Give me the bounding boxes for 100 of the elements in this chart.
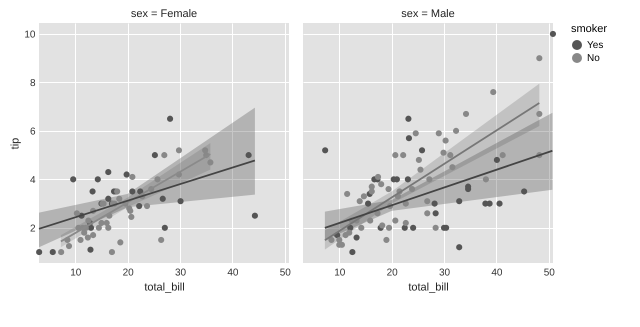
point (386, 224, 392, 231)
point (456, 244, 462, 250)
point (77, 236, 84, 244)
point (94, 176, 101, 182)
point (452, 128, 460, 134)
point (374, 174, 382, 180)
x-axis-title: total_bill (144, 282, 185, 294)
point (166, 116, 174, 122)
point (70, 176, 76, 182)
point (456, 198, 462, 204)
point (116, 196, 122, 202)
point (410, 224, 416, 231)
point (449, 164, 456, 170)
point (500, 152, 506, 158)
point (177, 198, 184, 204)
point (50, 249, 56, 256)
point (447, 152, 454, 158)
point (405, 116, 412, 122)
y-tick-label: 8 (30, 78, 36, 89)
point (550, 30, 556, 37)
point (432, 224, 439, 231)
point (353, 234, 360, 241)
y-axis-title: tip (9, 138, 22, 150)
point (104, 220, 110, 226)
point (379, 222, 386, 228)
point (400, 152, 406, 158)
point (328, 236, 335, 244)
point (105, 224, 112, 231)
point (129, 174, 136, 180)
point (424, 198, 430, 204)
point (36, 249, 42, 256)
point (105, 196, 112, 202)
point (418, 147, 426, 154)
point (412, 130, 419, 136)
point (128, 214, 134, 220)
point (416, 156, 422, 164)
point (137, 188, 144, 195)
point (154, 176, 161, 182)
point (74, 210, 80, 216)
point (436, 130, 442, 136)
point (85, 218, 92, 224)
point (246, 152, 252, 158)
point (124, 171, 130, 178)
point (346, 230, 352, 236)
point (66, 242, 72, 250)
x-tick-label: 30 (174, 268, 187, 278)
point (536, 55, 542, 62)
y-tick-label: 4 (30, 174, 36, 186)
point (136, 202, 142, 210)
point (252, 212, 258, 219)
point (521, 188, 528, 195)
point (440, 150, 447, 156)
point (496, 200, 503, 207)
point (368, 188, 375, 195)
x-tick-label: 50 (280, 268, 292, 278)
point (105, 169, 112, 176)
point (432, 200, 438, 207)
y-tick-label: 6 (30, 126, 36, 138)
legend-title: smoker (571, 23, 608, 35)
x-tick-label: 20 (122, 268, 134, 278)
point (402, 220, 409, 226)
point (349, 249, 356, 256)
x-tick-label: 10 (70, 268, 82, 278)
y-tick-label: 2 (30, 223, 36, 234)
point (494, 156, 500, 164)
point (536, 110, 542, 117)
point (160, 196, 166, 202)
point (442, 138, 449, 144)
point (87, 246, 94, 253)
point (176, 147, 182, 154)
point (392, 218, 398, 224)
point (322, 147, 328, 154)
point (358, 224, 364, 231)
point (383, 236, 390, 244)
point (152, 152, 158, 158)
point (158, 236, 164, 244)
point (58, 249, 64, 256)
chart-title: sex = Female (130, 8, 198, 20)
point (207, 159, 214, 166)
point (482, 176, 489, 182)
point (96, 224, 102, 231)
point (490, 89, 496, 96)
point (129, 188, 136, 195)
x-tick-label: 30 (438, 268, 451, 278)
point (385, 186, 392, 192)
point (404, 176, 411, 182)
point (117, 239, 124, 246)
point (365, 200, 372, 207)
point (90, 232, 96, 238)
x-tick-label: 40 (491, 268, 503, 278)
point (406, 135, 412, 142)
point (144, 202, 150, 210)
x-axis-title: total_bill (408, 282, 449, 294)
x-tick-label: 20 (386, 268, 398, 278)
point (392, 152, 398, 158)
point (367, 218, 374, 224)
point (378, 181, 384, 188)
legend-label: No (587, 53, 600, 64)
point (356, 198, 363, 204)
point (161, 152, 168, 158)
